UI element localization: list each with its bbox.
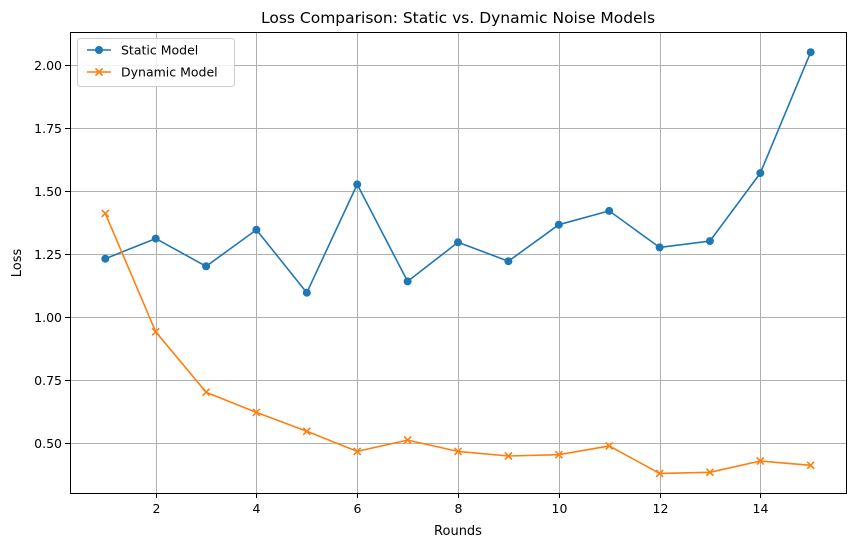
- data-point-static-model: [302, 288, 311, 297]
- legend: Static Model Dynamic Model: [77, 38, 235, 87]
- data-point-dynamic-model: [806, 461, 815, 470]
- data-point-dynamic-model: [252, 408, 261, 417]
- data-point-static-model: [454, 238, 462, 247]
- x-tick-label: 14: [753, 501, 769, 516]
- legend-static-marker: [95, 46, 103, 54]
- x-tick-label: 2: [153, 501, 161, 516]
- data-point-dynamic-model: [453, 447, 463, 456]
- data-point-dynamic-model: [353, 447, 362, 456]
- y-tick-label: 0.50: [34, 436, 62, 451]
- data-point-dynamic-model: [655, 469, 664, 478]
- x-tick-label: 12: [653, 501, 669, 516]
- x-axis-label: Rounds: [434, 524, 482, 539]
- plot-series: [101, 48, 815, 478]
- x-tick-label: 10: [552, 501, 568, 516]
- data-point-dynamic-model: [151, 327, 160, 336]
- legend-entry-static: Static Model: [87, 43, 198, 58]
- axis-ticks: 2 4 6 8 10 12 14 0.50 0.75 1.00 1.25 1.50 1.75 2.00: [34, 58, 768, 516]
- data-point-dynamic-model: [756, 456, 765, 466]
- data-point-static-model: [605, 206, 614, 215]
- y-tick-label: 2.00: [34, 58, 62, 73]
- data-point-static-model: [101, 254, 110, 263]
- data-point-static-model: [504, 257, 513, 266]
- data-point-static-model: [554, 220, 563, 229]
- legend-box: [77, 38, 235, 87]
- legend-dynamic-label: Dynamic Model: [121, 65, 218, 80]
- y-tick-label: 0.75: [34, 373, 62, 388]
- legend-static-label: Static Model: [121, 43, 198, 58]
- y-axis-label: Loss: [10, 249, 25, 278]
- y-tick-label: 1.00: [34, 310, 62, 325]
- legend-dynamic-marker: [94, 67, 104, 77]
- x-tick-label: 4: [253, 501, 261, 516]
- data-point-static-model: [403, 277, 412, 286]
- data-point-dynamic-model: [705, 468, 714, 477]
- y-tick-label: 1.50: [34, 184, 62, 199]
- y-tick-label: 1.25: [34, 247, 62, 262]
- data-point-dynamic-model: [605, 441, 614, 450]
- data-point-static-model: [756, 169, 765, 178]
- data-point-dynamic-model: [302, 427, 311, 436]
- data-point-dynamic-model: [504, 451, 513, 461]
- x-tick-label: 6: [354, 501, 362, 516]
- data-point-static-model: [705, 237, 714, 246]
- data-point-dynamic-model: [202, 388, 211, 397]
- y-tick-label: 1.75: [34, 121, 62, 136]
- x-tick-label: 8: [455, 501, 463, 516]
- data-point-static-model: [806, 48, 815, 57]
- data-point-dynamic-model: [101, 209, 110, 218]
- data-point-static-model: [655, 243, 664, 252]
- series-static-model: [101, 48, 815, 297]
- data-point-static-model: [353, 180, 362, 189]
- series-dynamic-model: [101, 209, 815, 478]
- grid-lines: [70, 32, 846, 493]
- data-point-static-model: [202, 262, 211, 271]
- legend-entry-dynamic: Dynamic Model: [87, 65, 218, 80]
- data-point-dynamic-model: [403, 436, 412, 445]
- data-point-static-model: [151, 234, 160, 243]
- data-point-dynamic-model: [554, 450, 563, 459]
- data-point-static-model: [252, 225, 261, 234]
- chart-title: Loss Comparison: Static vs. Dynamic Nois…: [261, 9, 655, 27]
